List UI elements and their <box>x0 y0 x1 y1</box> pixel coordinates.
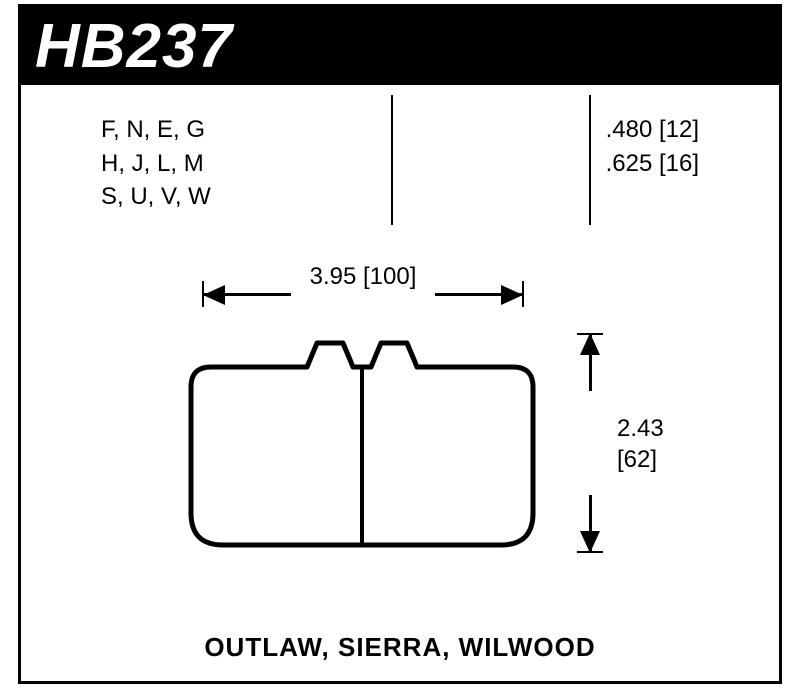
dim-tick-icon <box>577 551 603 553</box>
height-mm: [62] <box>617 444 664 475</box>
thickness-row-1: .480 [12] <box>606 113 699 147</box>
divider-line-2 <box>589 95 591 225</box>
codes-row-2: H, J, L, M <box>101 147 211 181</box>
dim-line-icon <box>203 293 291 296</box>
application-label: OUTLAW, SIERRA, WILWOOD <box>21 632 779 663</box>
spec-frame: HB237 F, N, E, G H, J, L, M S, U, V, W .… <box>18 4 782 684</box>
codes-row-3: S, U, V, W <box>101 180 211 214</box>
thickness-row-2: .625 [16] <box>606 147 699 181</box>
pad-diagram: 3.95 [100] 2.43 [62] <box>141 267 681 597</box>
arrow-down-icon <box>580 531 600 553</box>
width-dimension: 3.95 [100] <box>203 267 523 317</box>
dim-tick-icon <box>522 281 524 307</box>
height-dimension: 2.43 [62] <box>571 297 681 577</box>
part-number: HB237 <box>35 11 233 82</box>
height-in: 2.43 <box>617 413 664 444</box>
dim-line-icon <box>589 333 592 391</box>
compound-codes: F, N, E, G H, J, L, M S, U, V, W <box>101 113 211 214</box>
brake-pad-outline <box>181 333 543 555</box>
header-bar: HB237 <box>21 7 779 85</box>
thickness-options: .480 [12] .625 [16] <box>606 113 699 180</box>
codes-row-1: F, N, E, G <box>101 113 211 147</box>
height-dimension-label: 2.43 [62] <box>617 413 664 475</box>
arrow-right-icon <box>501 285 523 305</box>
divider-line-1 <box>391 95 393 225</box>
width-dimension-label: 3.95 [100] <box>310 263 417 291</box>
